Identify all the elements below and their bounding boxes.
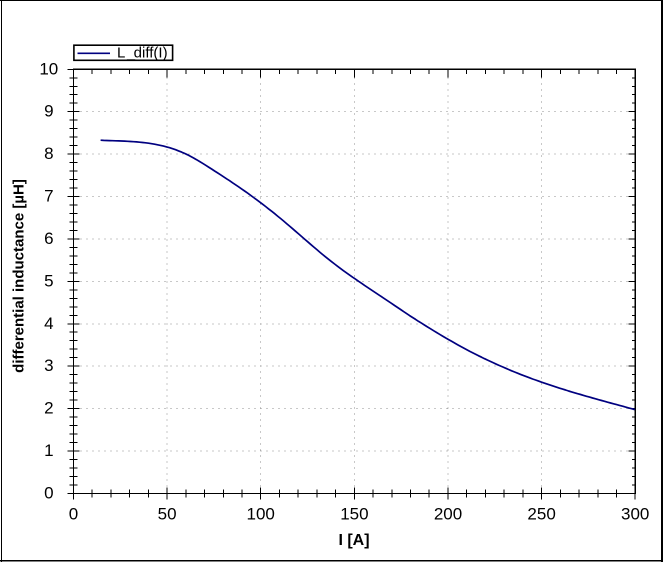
svg-text:6: 6 xyxy=(44,229,53,248)
svg-text:8: 8 xyxy=(44,144,53,163)
svg-text:150: 150 xyxy=(340,505,368,524)
svg-text:300: 300 xyxy=(621,505,649,524)
svg-text:0: 0 xyxy=(69,505,78,524)
svg-text:differential inductance [µH]: differential inductance [µH] xyxy=(11,179,28,373)
svg-text:1: 1 xyxy=(44,441,53,460)
svg-text:5: 5 xyxy=(44,271,53,290)
svg-text:50: 50 xyxy=(158,505,177,524)
svg-text:7: 7 xyxy=(44,187,53,206)
svg-text:3: 3 xyxy=(44,356,53,375)
svg-text:L_diff(I): L_diff(I) xyxy=(117,45,168,62)
svg-text:I [A]: I [A] xyxy=(338,532,369,549)
svg-text:4: 4 xyxy=(44,314,53,333)
svg-text:200: 200 xyxy=(434,505,462,524)
svg-text:100: 100 xyxy=(247,505,275,524)
svg-text:2: 2 xyxy=(44,399,53,418)
svg-text:9: 9 xyxy=(44,102,53,121)
svg-text:250: 250 xyxy=(527,505,555,524)
svg-text:0: 0 xyxy=(44,483,53,502)
svg-text:10: 10 xyxy=(39,59,58,78)
